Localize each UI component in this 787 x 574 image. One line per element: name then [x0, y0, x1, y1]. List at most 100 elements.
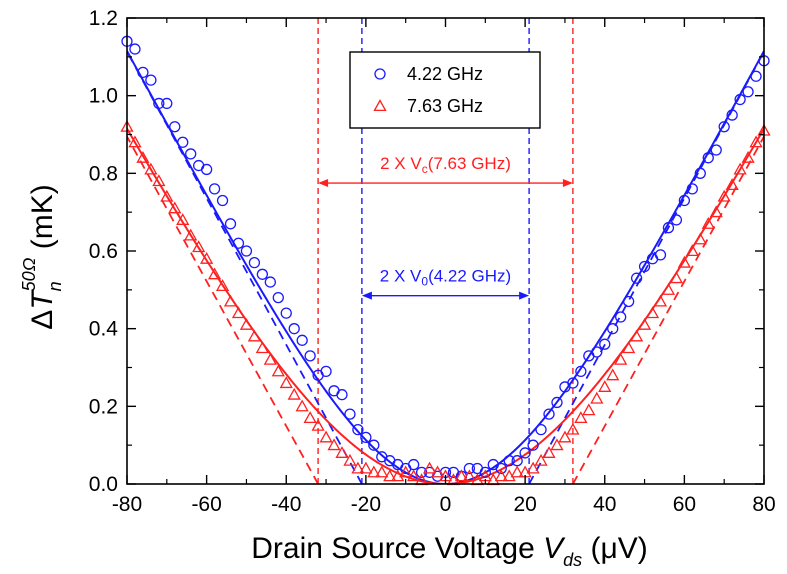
- data-point-triangle: [709, 205, 723, 218]
- data-point-triangle: [550, 438, 564, 451]
- data-point-triangle: [311, 418, 325, 431]
- data-point-triangle: [717, 189, 731, 202]
- data-point-triangle: [526, 461, 540, 474]
- x-tick-label: -80: [112, 493, 142, 516]
- data-point-circle: [240, 245, 253, 257]
- x-tick-label: -60: [191, 493, 221, 516]
- data-point-triangle: [168, 201, 182, 214]
- legend-triangle-marker: [373, 99, 387, 112]
- y-tick-label: 0.6: [89, 240, 118, 263]
- data-point-circle: [336, 389, 348, 401]
- y-tick-label: 0.0: [89, 473, 118, 496]
- data-point-triangle: [637, 317, 652, 330]
- data-point-triangle: [430, 465, 445, 478]
- data-point-circle: [622, 295, 635, 308]
- data-point-circle: [145, 74, 157, 86]
- data-point-circle: [200, 163, 213, 176]
- data-point-triangle: [192, 240, 206, 253]
- data-point-circle: [519, 447, 531, 459]
- data-point-triangle: [136, 150, 150, 163]
- legend-label: 7.63 GHz: [407, 96, 483, 116]
- data-point-triangle: [725, 178, 739, 191]
- data-point-circle: [670, 214, 683, 226]
- axis-ticks: -80 -60 -40 -20 0 20 40 60 80 0.0 0.2 0.4 0.6 0.8 1.0 1…: [89, 7, 776, 516]
- x-axis-title-sub: ds: [563, 550, 582, 570]
- data-point-circle: [718, 121, 730, 133]
- x-tick-label: 40: [593, 493, 616, 516]
- data-point-triangle: [399, 465, 413, 478]
- x-tick-label: 20: [513, 493, 536, 516]
- data-point-circle: [137, 66, 149, 79]
- data-point-triangle: [184, 228, 198, 241]
- legend-box: [349, 51, 541, 129]
- data-point-circle: [742, 86, 754, 98]
- data-point-triangle: [231, 306, 246, 319]
- data-point-triangle: [693, 232, 707, 245]
- data-point-circle: [710, 144, 722, 156]
- data-point-triangle: [510, 465, 524, 478]
- data-point-triangle: [176, 213, 190, 225]
- data-point-triangle: [343, 453, 357, 466]
- data-point-triangle: [255, 341, 269, 354]
- data-point-triangle: [223, 294, 238, 307]
- data-point-circle: [495, 462, 507, 475]
- data-point-circle: [272, 291, 284, 304]
- y-tick-label: 0.2: [89, 395, 118, 418]
- data-point-triangle: [733, 162, 747, 175]
- annotation-prefix: 2 X V: [380, 154, 422, 173]
- data-point-triangle: [741, 150, 755, 163]
- data-point-triangle: [239, 317, 254, 330]
- data-point-circle: [535, 423, 547, 436]
- x-axis-title-main: Drain Source Voltage: [251, 532, 543, 565]
- asymptote-left: [127, 136, 319, 484]
- data-point-triangle: [614, 352, 628, 365]
- data-point-triangle: [367, 465, 381, 478]
- data-point-triangle: [200, 251, 214, 264]
- data-point-triangle: [685, 244, 699, 257]
- data-point-triangle: [542, 446, 556, 458]
- data-point-triangle: [622, 341, 636, 354]
- data-point-triangle: [407, 469, 421, 482]
- data-point-triangle: [359, 461, 373, 474]
- data-point-triangle: [558, 430, 572, 443]
- data-point-circle: [463, 462, 476, 475]
- annotation-sub: 0: [421, 275, 428, 289]
- x-axis-title-unit: (μV): [582, 532, 648, 565]
- data-point-circle: [248, 256, 261, 269]
- data-point-triangle: [303, 411, 317, 424]
- data-point-triangle: [534, 453, 548, 466]
- data-point-triangle: [271, 364, 285, 377]
- data-point-circle: [177, 136, 189, 148]
- data-point-triangle: [327, 438, 341, 451]
- data-point-triangle: [598, 380, 612, 392]
- data-point-triangle: [494, 469, 508, 482]
- data-point-triangle: [677, 255, 691, 268]
- data-point-triangle: [574, 411, 588, 424]
- data-point-circle: [734, 93, 746, 106]
- data-point-circle: [153, 97, 165, 110]
- data-point-circle: [615, 311, 627, 323]
- data-point-circle: [479, 466, 491, 479]
- x-axis-title-var: V: [543, 532, 566, 565]
- y-tick-label: 1.0: [89, 85, 118, 108]
- data-point-triangle: [160, 189, 174, 202]
- data-point-circle: [368, 439, 380, 451]
- data-point-triangle: [454, 469, 469, 482]
- y-axis-title-var: T: [26, 289, 59, 310]
- data-point-circle: [575, 365, 587, 378]
- data-point-circle: [208, 183, 221, 195]
- data-point-triangle: [749, 135, 763, 148]
- legend-circle-marker: [374, 68, 386, 80]
- data-point-triangle: [295, 399, 309, 412]
- annotation-sub: c: [422, 162, 428, 176]
- data-point-circle: [726, 109, 738, 121]
- data-point-triangle: [462, 469, 476, 482]
- data-point-circle: [678, 194, 691, 207]
- data-point-circle: [296, 334, 308, 346]
- asymptote-right: [572, 136, 764, 484]
- v0-marker-lines: [317, 18, 574, 484]
- asymptote-right: [528, 51, 764, 484]
- data-point-triangle: [383, 469, 397, 482]
- data-point-circle: [280, 307, 292, 319]
